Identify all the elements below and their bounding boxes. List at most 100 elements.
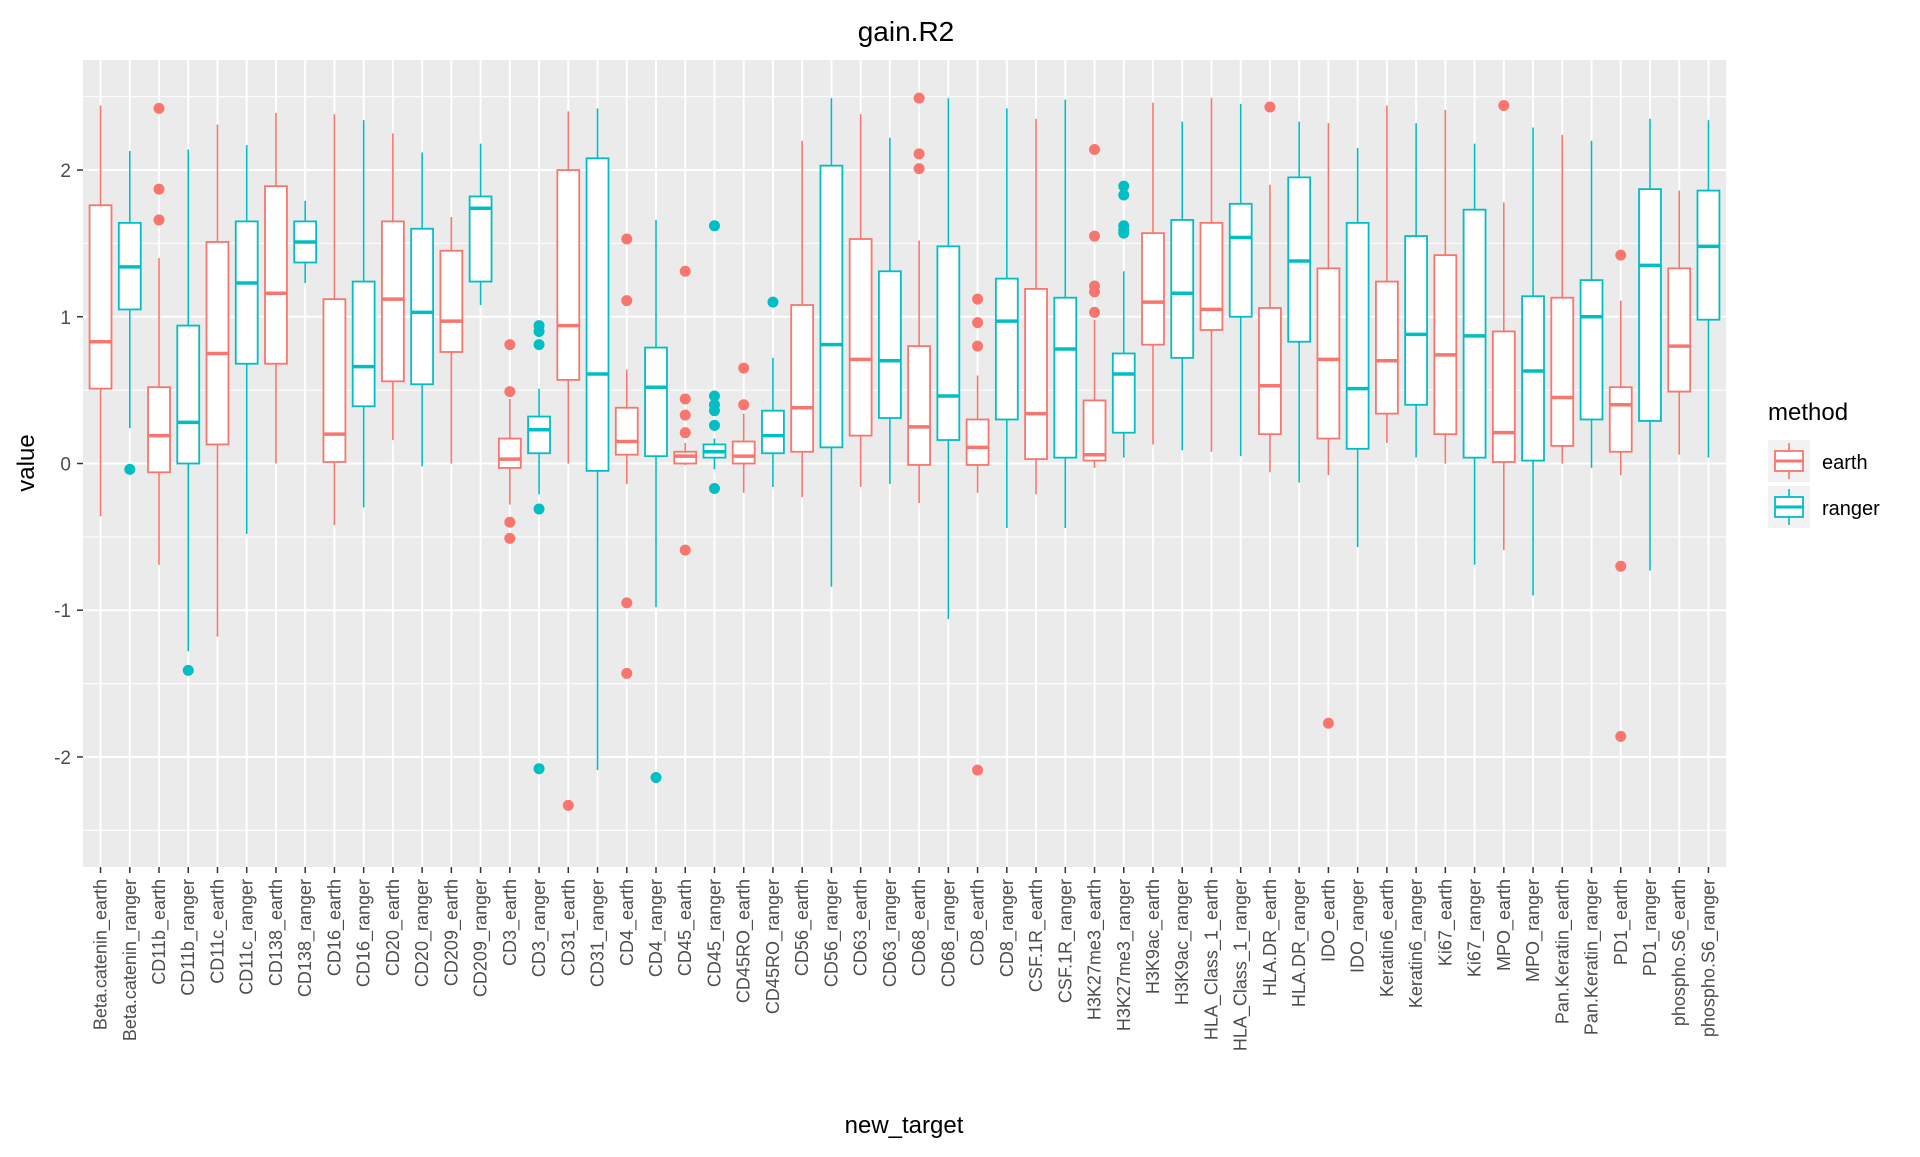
- box-CD56_earth: [790, 140, 815, 498]
- box-Beta.catenin_earth: [88, 105, 113, 517]
- outlier-point: [708, 419, 720, 431]
- x-tick-label: CD63_earth: [851, 879, 872, 976]
- legend: method earth ranger: [1768, 399, 1880, 528]
- outlier-point: [1264, 101, 1276, 113]
- x-tick-label: CD56_ranger: [821, 879, 842, 987]
- x-tick-label: CD209_earth: [441, 879, 462, 986]
- outlier-point: [708, 220, 720, 232]
- outlier-point: [1089, 144, 1101, 156]
- box-iqr: [527, 415, 551, 455]
- box-CD138_earth: [264, 112, 288, 464]
- box-CD209_earth: [439, 216, 464, 464]
- box-iqr: [585, 157, 610, 472]
- x-tick-label: CD8_earth: [968, 879, 989, 966]
- box-HLA_Class_1_earth: [1199, 98, 1224, 452]
- x-tick-label: CD11b_earth: [149, 879, 170, 985]
- box-MPO_earth: [1491, 99, 1516, 551]
- outlier-point: [621, 295, 633, 307]
- outlier-point: [153, 214, 165, 226]
- x-tick-label: CD3_earth: [500, 879, 521, 966]
- box-H3K9ac_ranger: [1170, 121, 1195, 451]
- box-iqr: [1258, 307, 1282, 436]
- box-CD11c_ranger: [234, 145, 259, 534]
- box-Beta.catenin_ranger: [117, 150, 142, 475]
- box-iqr: [1579, 279, 1604, 421]
- box-iqr: [761, 409, 785, 455]
- box-CD209_ranger: [468, 143, 493, 306]
- box-CD11b_ranger: [176, 149, 201, 676]
- x-tick-label: IDO_ranger: [1348, 879, 1369, 973]
- x-tick-label: Keratin6_ranger: [1406, 879, 1427, 1008]
- box-Keratin6_earth: [1375, 105, 1399, 443]
- x-tick-label: Pan.Keratin_earth: [1552, 879, 1573, 1024]
- x-tick-label: HLA.DR_earth: [1260, 879, 1281, 996]
- box-iqr: [1170, 219, 1195, 359]
- outlier-point: [1615, 730, 1627, 742]
- outlier-point: [621, 667, 633, 679]
- x-tick-label: CSF.1R_earth: [1026, 879, 1047, 992]
- box-iqr: [468, 195, 493, 283]
- x-tick-label: CD138_ranger: [295, 879, 316, 997]
- x-tick-label: H3K9ac_ranger: [1172, 879, 1193, 1005]
- box-iqr: [1696, 189, 1721, 321]
- x-tick-label: CD11c_ranger: [237, 879, 258, 995]
- outlier-point: [533, 763, 545, 775]
- box-iqr: [1111, 352, 1136, 434]
- box-iqr: [819, 164, 844, 449]
- box-iqr: [410, 227, 434, 386]
- outlier-point: [1615, 249, 1627, 261]
- x-tick-label: Beta.catenin_earth: [91, 879, 112, 1030]
- outlier-point: [153, 183, 165, 195]
- x-axis-label: new_target: [845, 1112, 964, 1139]
- box-HLA_Class_1_ranger: [1228, 104, 1253, 457]
- x-tick-label: CD4_earth: [617, 879, 638, 966]
- box-H3K9ac_earth: [1141, 102, 1165, 445]
- x-tick-label: CD45_ranger: [704, 879, 725, 987]
- x-tick-label: CD31_earth: [558, 879, 579, 976]
- x-tick-label: PD1_earth: [1611, 879, 1632, 965]
- box-iqr: [1053, 296, 1078, 459]
- x-tick-label: CD68_ranger: [938, 879, 959, 987]
- box-H3K27me3_ranger: [1111, 180, 1136, 458]
- box-CD8_earth: [965, 293, 990, 776]
- x-tick-label: CD3_ranger: [529, 879, 550, 977]
- y-tick-label: -2: [54, 748, 71, 769]
- x-tick-label: HLA_Class_1_earth: [1201, 879, 1222, 1040]
- box-iqr: [1462, 208, 1487, 459]
- outlier-point: [533, 503, 545, 515]
- legend-label: ranger: [1822, 498, 1880, 520]
- x-tick-label: phospho.S6_earth: [1669, 879, 1690, 1026]
- box-HLA.DR_ranger: [1287, 121, 1312, 483]
- legend-item-earth: earth: [1768, 440, 1868, 482]
- box-iqr: [994, 277, 1019, 421]
- x-axis: Beta.catenin_earth Beta.catenin_ranger CD1…: [91, 867, 1719, 1051]
- outlier-point: [504, 339, 516, 351]
- outlier-point: [124, 463, 136, 475]
- outlier-point: [504, 516, 516, 528]
- outlier-point: [650, 771, 662, 783]
- box-iqr: [147, 386, 171, 474]
- x-tick-label: H3K9ac_earth: [1143, 879, 1164, 994]
- outlier-point: [1089, 286, 1101, 298]
- box-iqr: [1638, 188, 1662, 422]
- box-iqr: [965, 418, 990, 466]
- box-CD4_earth: [614, 233, 639, 679]
- box-CD56_ranger: [819, 98, 844, 587]
- outlier-point: [972, 764, 984, 776]
- box-Keratin6_ranger: [1404, 123, 1428, 458]
- box-MPO_ranger: [1521, 127, 1545, 596]
- box-iqr: [1433, 254, 1458, 436]
- outlier-point: [1322, 717, 1334, 729]
- chart-title: gain.R2: [858, 16, 955, 47]
- box-CD20_ranger: [410, 152, 434, 467]
- x-tick-label: Beta.catenin_ranger: [120, 879, 141, 1041]
- box-iqr: [1550, 296, 1575, 447]
- x-tick-label: CD138_earth: [266, 879, 287, 986]
- x-tick-label: MPO_earth: [1494, 879, 1515, 971]
- x-tick-label: Keratin6_earth: [1377, 879, 1398, 997]
- box-iqr: [1404, 235, 1428, 406]
- outlier-point: [972, 293, 984, 305]
- box-iqr: [264, 185, 288, 365]
- box-iqr: [322, 298, 347, 463]
- x-tick-label: CD20_earth: [383, 879, 404, 976]
